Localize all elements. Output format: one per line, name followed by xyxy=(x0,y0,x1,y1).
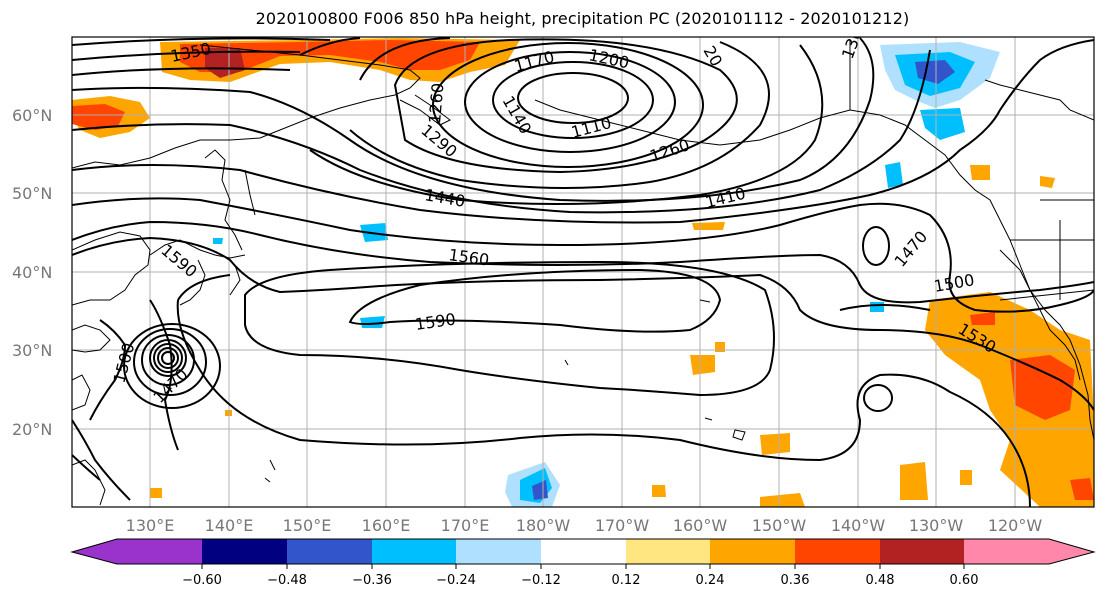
lon-label: 160°E xyxy=(362,516,411,535)
contour-label: 1260 xyxy=(425,82,447,124)
map-title: 2020100800 F006 850 hPa height, precipit… xyxy=(255,9,910,28)
lat-label: 20°N xyxy=(12,420,52,439)
colorbar-tick-label: −0.60 xyxy=(182,573,222,588)
lon-label: 120°W xyxy=(988,516,1043,535)
colorbar-tick-label: −0.24 xyxy=(436,573,476,588)
colorbar-tick-label: 0.24 xyxy=(696,573,725,588)
lon-label: 150°W xyxy=(752,516,807,535)
colorbar-tick-label: −0.36 xyxy=(352,573,392,588)
colorbar: −0.60 −0.48 −0.36 −0.24 −0.12 0.12 0.24 … xyxy=(70,538,1096,588)
colorbar-tick-label: 0.60 xyxy=(950,573,979,588)
lon-label: 140°E xyxy=(205,516,254,535)
lat-label: 40°N xyxy=(12,263,52,282)
colorbar-segment xyxy=(287,539,372,564)
lon-label: 150°E xyxy=(283,516,332,535)
map-frame xyxy=(71,36,1095,508)
lon-label: 130°E xyxy=(126,516,175,535)
colorbar-segment xyxy=(710,539,795,564)
lat-label: 30°N xyxy=(12,341,52,360)
colorbar-segment xyxy=(117,539,202,564)
lat-label: 50°N xyxy=(12,184,52,203)
colorbar-segment xyxy=(880,539,964,564)
colorbar-tick-label: 0.36 xyxy=(781,573,810,588)
colorbar-extend-high xyxy=(1049,539,1094,564)
longitude-labels: 130°E 140°E 150°E 160°E 170°E 180°W 170°… xyxy=(126,516,1043,535)
colorbar-segment xyxy=(202,539,287,564)
lon-label: 140°W xyxy=(831,516,886,535)
colorbar-segment xyxy=(456,539,541,564)
colorbar-segment xyxy=(964,539,1049,564)
lat-label: 60°N xyxy=(12,106,52,125)
colorbar-tick-label: 0.48 xyxy=(866,573,895,588)
height-contours xyxy=(72,37,1094,507)
colorbar-segment xyxy=(626,539,710,564)
lon-label: 160°W xyxy=(673,516,728,535)
lon-label: 170°W xyxy=(595,516,650,535)
precip-shading xyxy=(72,38,1094,507)
colorbar-segment xyxy=(372,539,456,564)
lon-label: 180°W xyxy=(516,516,571,535)
colorbar-extend-low xyxy=(72,539,117,564)
colorbar-outline xyxy=(70,538,1096,565)
colorbar-segment xyxy=(795,539,880,564)
colorbar-tick-label: −0.12 xyxy=(521,573,561,588)
colorbar-tick-label: 0.12 xyxy=(612,573,641,588)
lon-label: 130°W xyxy=(909,516,964,535)
latitude-labels: 60°N 50°N 40°N 30°N 20°N xyxy=(12,106,52,439)
colorbar-tick-label: −0.48 xyxy=(267,573,307,588)
colorbar-segment xyxy=(541,539,626,564)
lon-label: 170°E xyxy=(441,516,490,535)
